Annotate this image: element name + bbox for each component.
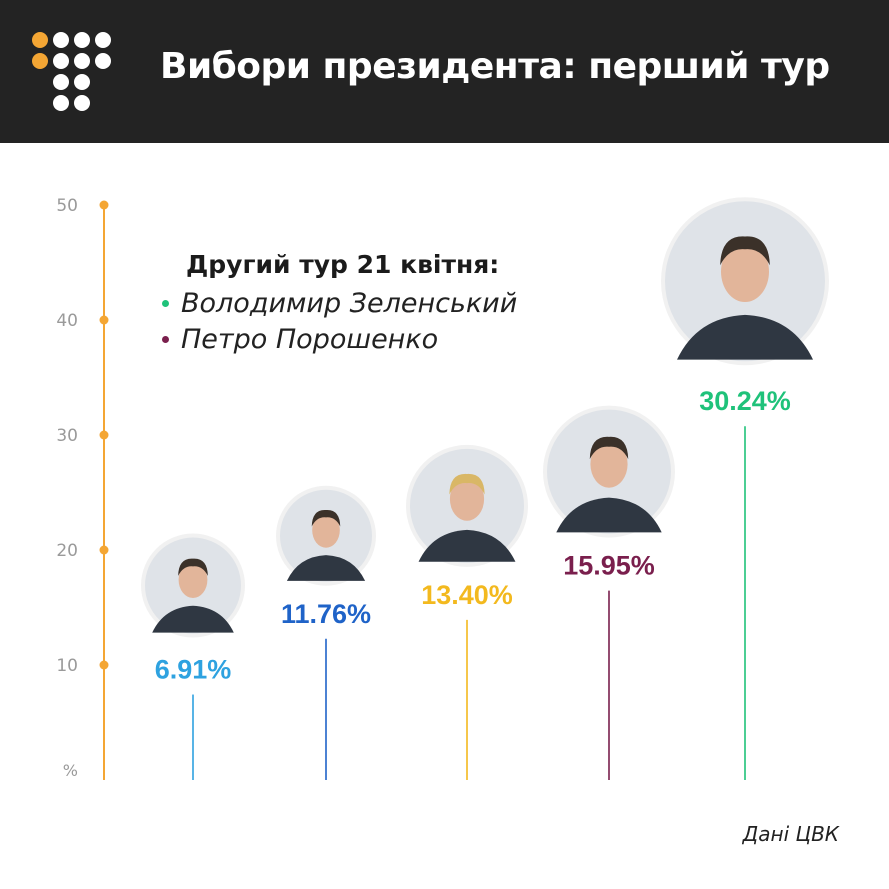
y-tick-label: 40 [56,311,78,331]
avatar-face [721,241,769,303]
legend-label: Петро Порошенко [181,323,439,355]
candidate-4-photo [543,405,675,538]
avatar-body [677,314,813,360]
avatar-body [286,555,366,581]
avatar-face [449,477,485,521]
page-title: Вибори президента: перший тур [160,46,830,87]
data-label: 6.91% [155,655,232,685]
candidate-3-photo [406,444,528,567]
candidate-1-photo [141,533,245,638]
avatar-face [590,440,628,488]
y-tick-dot [99,660,109,670]
avatar-face [312,512,340,548]
avatar-hair [720,236,770,266]
avatar-hair [589,436,629,460]
legend-label: Володимир Зеленський [181,287,518,319]
y-tick-dot [99,200,109,210]
legend-item-poroshenko: Петро Порошенко [160,321,517,357]
y-tick-label: 50 [56,196,78,216]
y-tick-label: 20 [56,541,78,561]
avatar-body [556,497,662,533]
avatar-hair [311,509,341,527]
avatar-body [152,605,234,633]
y-tick-label: 30 [56,426,78,446]
legend-dot [162,335,169,343]
y-tick-dot [99,545,109,555]
data-label: 15.95% [563,551,655,581]
candidate-5-photo [661,197,829,366]
header: Вибори президента: перший тур [0,0,889,143]
avatar-body [418,529,516,562]
y-tick-dot [99,315,109,325]
legend-item-zelensky: Володимир Зеленський [160,285,517,321]
source-note: Дані ЦВК [742,822,839,846]
avatar-hair [178,558,208,576]
y-tick-dot [99,430,109,440]
data-label: 13.40% [421,580,513,610]
legend-title: Другий тур 21 квітня: [186,250,500,279]
data-label: 11.76% [281,599,371,629]
y-unit-label: % [63,761,78,780]
legend: Другий тур 21 квітня: Володимир Зеленськ… [160,250,517,357]
avatar-hair [449,473,485,495]
data-label: 30.24% [699,386,791,416]
y-tick-label: 10 [56,656,78,676]
logo-icon [32,32,111,111]
avatar-face [178,561,208,599]
legend-dot [162,299,169,307]
candidate-2-photo [276,485,376,586]
